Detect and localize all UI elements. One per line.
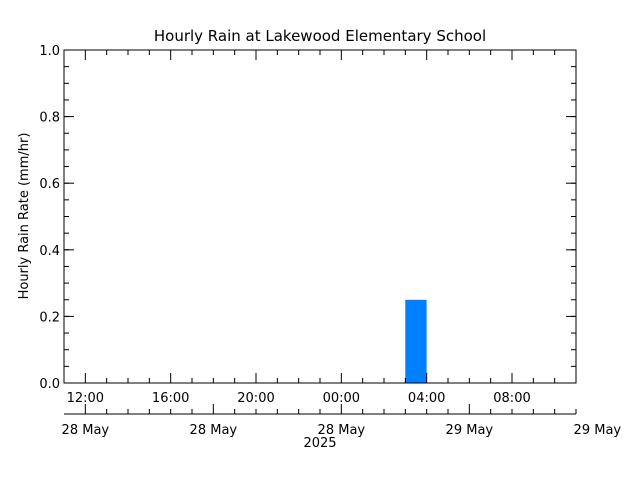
bars-group (405, 299, 427, 384)
plot-frame (63, 49, 577, 384)
x-time-tick-label: 08:00 (493, 391, 530, 406)
y-tick-label: 1.0 (39, 44, 60, 59)
x-time-tick-label: 12:00 (67, 391, 104, 406)
x-date-tick-label: 28 May (318, 423, 366, 438)
y-tick-label: 0.6 (39, 177, 60, 192)
x-axis-year-label: 2025 (303, 436, 336, 451)
y-axis-ticks: 0.0 0.2 0.4 0.6 0.8 1.0 (39, 44, 576, 392)
date-axis-ticks: 28 May 28 May 28 May 29 May 29 May (62, 404, 622, 438)
rain-bar-0 (405, 299, 427, 384)
x-time-tick-label: 16:00 (152, 391, 189, 406)
y-tick-label: 0.8 (39, 111, 60, 126)
y-axis-label: Hourly Rain Rate (mm/hr) (17, 133, 32, 300)
y-tick-label: 0.0 (39, 377, 60, 392)
x-time-tick-label: 20:00 (237, 391, 274, 406)
x-date-tick-label: 28 May (190, 423, 238, 438)
y-tick-label: 0.2 (39, 310, 60, 325)
chart-title: Hourly Rain at Lakewood Elementary Schoo… (154, 27, 486, 45)
x-time-tick-label: 04:00 (408, 391, 445, 406)
x-date-tick-label: 28 May (62, 423, 110, 438)
y-tick-label: 0.4 (39, 244, 60, 259)
x-date-tick-label: 29 May (446, 423, 494, 438)
x-date-tick-label: 29 May (574, 423, 622, 438)
x-axis-ticks: 12:00 16:00 20:00 00:00 04:00 08:00 (63, 50, 577, 406)
x-time-tick-label: 00:00 (323, 391, 360, 406)
